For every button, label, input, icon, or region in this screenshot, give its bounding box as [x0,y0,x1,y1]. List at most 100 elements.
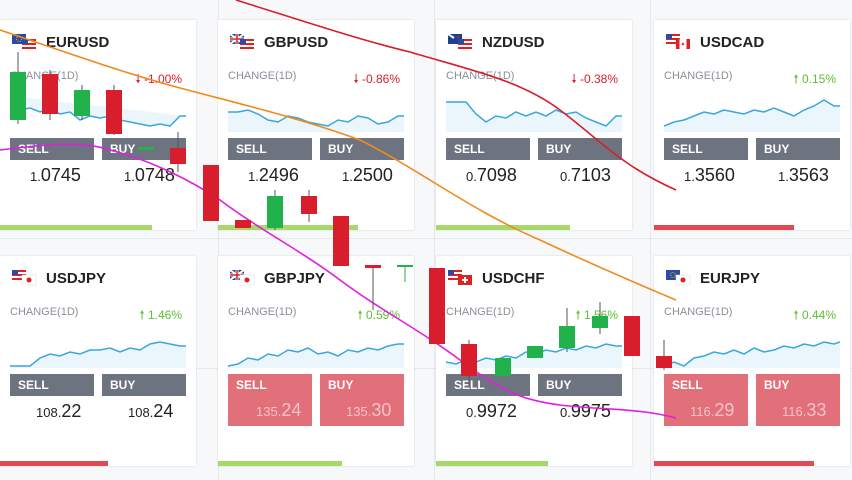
sparkline-chart [10,341,186,368]
change-value: 🠕 0.44% [793,306,836,327]
pair-card-usdcad: USDCAD CHANGE(1D) 🠕 0.15% SELL BUY 1.356… [654,20,850,230]
arrow-up-icon: 🠕 [793,308,802,322]
arrow-down-icon: 🠗 [571,72,580,86]
buy-price: 1.0748 [124,165,175,186]
pair-symbol: NZDUSD [482,34,545,51]
pair-card-usdjpy: USDJPY CHANGE(1D) 🠕 1.46% SELL BUY 108.2… [0,256,196,466]
buy-price: 116.33 [782,400,826,421]
sell-price-major: 108. [36,405,62,420]
sell-button[interactable]: SELL [446,374,530,396]
buy-button[interactable]: BUY [320,138,404,160]
change-percent: -0.38% [579,72,618,86]
sell-price-pips: 9972 [476,401,517,421]
sparkline-chart [664,341,840,368]
sentiment-bar [0,225,152,230]
sell-price-block[interactable] [664,396,748,426]
sell-price-major: 0. [466,169,477,184]
sell-price: 0.9972 [466,401,517,422]
us-ca-flag-icon [666,34,690,49]
buy-price-major: 1. [124,169,135,184]
us-ch-flag-icon [448,270,472,285]
sell-price-pips: 24 [281,400,302,420]
buy-button[interactable]: BUY [320,374,404,396]
change-label: CHANGE(1D) [228,70,297,82]
sentiment-bar [0,461,108,466]
sell-button[interactable]: SELL [664,138,748,160]
sell-price: 1.3560 [684,165,735,186]
change-percent: 1.46% [147,308,182,322]
arrow-down-icon: 🠗 [135,72,144,86]
change-percent: 0.59% [365,308,400,322]
buy-price-major: 0. [560,405,571,420]
change-label: CHANGE(1D) [228,306,297,318]
pair-symbol: USDCHF [482,270,545,287]
sell-price-major: 116. [690,404,715,419]
buy-price: 1.2500 [342,165,393,186]
sell-price: 135.24 [256,400,301,421]
buy-button[interactable]: BUY [538,374,622,396]
buy-price: 0.9975 [560,401,611,422]
buy-price: 0.7103 [560,165,611,186]
buy-button[interactable]: BUY [102,374,186,396]
buy-price-pips: 0748 [134,165,175,185]
buy-price-pips: 9975 [570,401,611,421]
sell-price-major: 1. [248,169,259,184]
sell-button[interactable]: SELL [10,374,94,396]
sell-button[interactable]: SELL [228,374,312,396]
buy-price-pips: 30 [371,400,392,420]
nz-us-flag-icon [448,34,472,49]
buy-button[interactable]: BUY [756,138,840,160]
sell-price-pips: 7098 [476,165,517,185]
grid-line [0,238,852,239]
buy-button[interactable]: BUY [756,374,840,396]
sell-price: 1.0745 [30,165,81,186]
sell-price: 0.7098 [466,165,517,186]
change-percent: 0.15% [801,72,836,86]
sparkline-chart [664,99,840,132]
sparkline-chart [446,343,622,368]
buy-price: 135.30 [346,400,391,421]
sell-price-major: 0. [466,405,477,420]
buy-price-pips: 7103 [570,165,611,185]
sell-button[interactable]: SELL [228,138,312,160]
change-label: CHANGE(1D) [10,70,79,82]
sparkline-chart [446,101,622,132]
buy-price: 1.3563 [778,165,829,186]
sell-price-pips: 29 [714,400,735,420]
change-label: CHANGE(1D) [664,306,733,318]
sentiment-bar [654,461,814,466]
sell-price-major: 1. [30,169,41,184]
uk-jp-flag-icon [230,270,255,286]
change-label: CHANGE(1D) [446,70,515,82]
change-percent: -0.86% [361,72,400,86]
buy-price-pips: 24 [153,401,174,421]
sell-price: 108.22 [36,401,81,422]
pair-card-nzdusd: NZDUSD CHANGE(1D) 🠗 -0.38% SELL BUY 0.70… [436,20,632,230]
arrow-down-icon: 🠗 [353,72,362,86]
buy-price-block[interactable] [756,396,840,426]
change-percent: -1.00% [143,72,182,86]
sell-button[interactable]: SELL [10,138,94,160]
buy-button[interactable]: BUY [102,138,186,160]
pair-card-gbpusd: GBPUSD CHANGE(1D) 🠗 -0.86% SELL BUY 1.24… [218,20,414,230]
sell-price-major: 1. [684,169,695,184]
sell-price-pips: 22 [61,401,82,421]
pair-card-eurjpy: EURJPY CHANGE(1D) 🠕 0.44% SELL BUY 116.2… [654,256,850,466]
pair-symbol: GBPJPY [264,270,325,287]
buy-button[interactable]: BUY [538,138,622,160]
change-percent: 0.44% [801,308,836,322]
pair-symbol: USDCAD [700,34,765,51]
sentiment-bar [654,225,794,230]
sell-button[interactable]: SELL [664,374,748,396]
sentiment-bar [218,225,358,230]
arrow-up-icon: 🠕 [139,308,148,322]
arrow-up-icon: 🠕 [793,72,802,86]
sell-button[interactable]: SELL [446,138,530,160]
pair-card-usdchf: USDCHF CHANGE(1D) 🠕 1.56% SELL BUY 0.997… [436,256,632,466]
pair-symbol: EURUSD [46,34,110,51]
buy-price-major: 116. [782,404,807,419]
arrow-up-icon: 🠕 [357,308,366,322]
uk-us-flag-icon [230,34,254,49]
sell-price-pips: 2496 [258,165,299,185]
